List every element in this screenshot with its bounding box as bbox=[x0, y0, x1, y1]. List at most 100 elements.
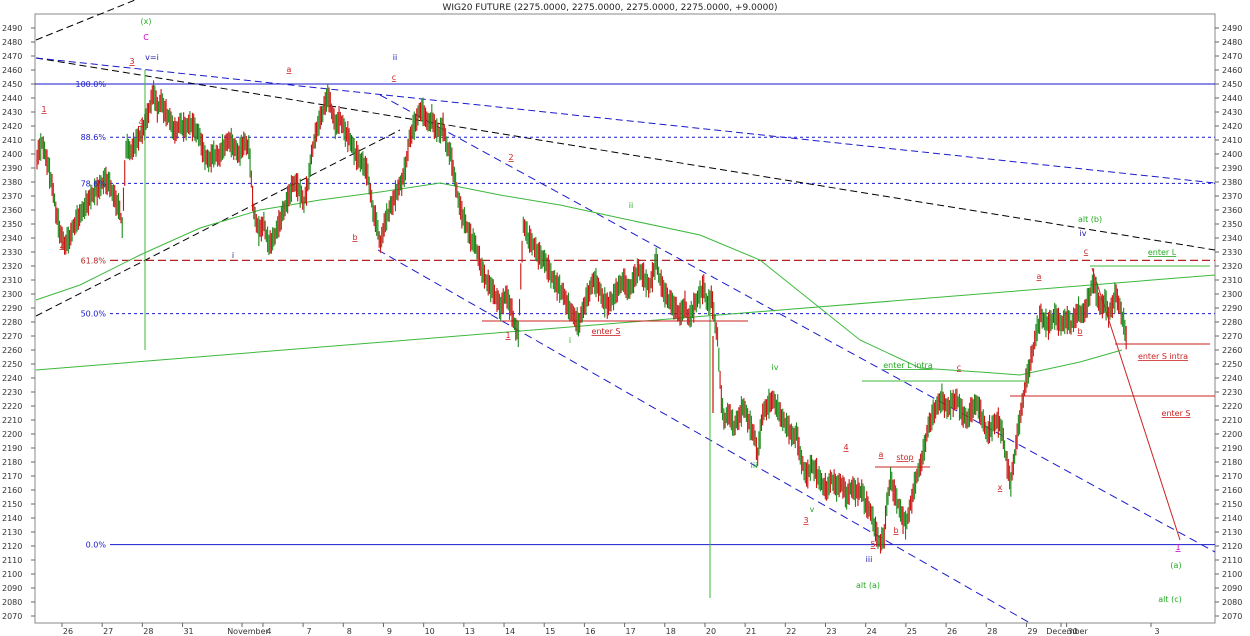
y-tick-label-left: 2080 bbox=[2, 598, 22, 607]
y-tick-label-left: 2490 bbox=[2, 24, 22, 33]
signal-label: enter L bbox=[1148, 248, 1177, 257]
fib-level-label: 50.0% bbox=[81, 310, 107, 319]
y-tick-label-right: 2320 bbox=[1222, 262, 1242, 271]
wave-label: 4 bbox=[843, 443, 848, 452]
wave-label: 1 bbox=[1175, 543, 1180, 552]
price-series-layer bbox=[36, 80, 1127, 554]
y-tick-label-left: 2280 bbox=[2, 318, 22, 327]
y-tick-label-left: 2420 bbox=[2, 122, 22, 131]
x-tick-label: 27 bbox=[103, 627, 113, 636]
y-tick-label-right: 2420 bbox=[1222, 122, 1242, 131]
y-tick-label-right: 2350 bbox=[1222, 220, 1242, 229]
annotation-layer: 100.0% 88.6% 78.6% 61.8% 50.0% 0.0% (x) Cv=i 3 4 1… bbox=[41, 17, 1190, 604]
wave-label: v bbox=[810, 505, 815, 514]
wave-label: c bbox=[957, 363, 961, 372]
y-tick-label-left: 2100 bbox=[2, 570, 22, 579]
y-tick-label-right: 2150 bbox=[1222, 500, 1242, 509]
y-tick-label-right: 2280 bbox=[1222, 318, 1242, 327]
y-tick-label-right: 2400 bbox=[1222, 150, 1242, 159]
y-tick-label-right: 2380 bbox=[1222, 178, 1242, 187]
wave-label: b bbox=[1077, 327, 1082, 336]
x-tick-label: 16 bbox=[585, 627, 595, 636]
y-tick-label-left: 2300 bbox=[2, 290, 22, 299]
wave-label: iv bbox=[1080, 229, 1087, 238]
y-tick-label-right: 2250 bbox=[1222, 360, 1242, 369]
x-tick-label: 13 bbox=[465, 627, 475, 636]
x-tick-label: 10 bbox=[425, 627, 435, 636]
y-tick-label-right: 2490 bbox=[1222, 24, 1242, 33]
fib-level-label: 88.6% bbox=[81, 133, 107, 142]
x-tick-label: 22 bbox=[786, 627, 796, 636]
signal-label: enter L intra bbox=[883, 361, 933, 370]
y-tick-label-right: 2210 bbox=[1222, 416, 1242, 425]
y-tick-label-right: 2190 bbox=[1222, 444, 1242, 453]
y-tick-label-left: 2150 bbox=[2, 500, 22, 509]
trend-line bbox=[1091, 267, 1181, 541]
y-tick-label-left: 2220 bbox=[2, 402, 22, 411]
y-tick-label-right: 2130 bbox=[1222, 528, 1242, 537]
y-tick-label-left: 2340 bbox=[2, 234, 22, 243]
y-tick-label-left: 2130 bbox=[2, 528, 22, 537]
wave-label: 3 bbox=[803, 516, 808, 525]
y-tick-label-left: 2440 bbox=[2, 94, 22, 103]
y-tick-label-left: 2430 bbox=[2, 108, 22, 117]
y-tick-label-left: 2230 bbox=[2, 388, 22, 397]
y-tick-label-right: 2120 bbox=[1222, 542, 1242, 551]
fib-level-label: 100.0% bbox=[75, 80, 106, 89]
y-tick-label-left: 2480 bbox=[2, 38, 22, 47]
y-tick-label-right: 2410 bbox=[1222, 136, 1242, 145]
y-tick-label-right: 2180 bbox=[1222, 458, 1242, 467]
wave-label: b bbox=[352, 233, 357, 242]
y-tick-label-right: 2430 bbox=[1222, 108, 1242, 117]
trend-line bbox=[377, 249, 1031, 624]
fib-level-label: 0.0% bbox=[86, 541, 107, 550]
wave-label: 2 bbox=[59, 241, 64, 250]
wave-label: C bbox=[143, 33, 149, 42]
x-tick-label: 7 bbox=[307, 627, 312, 636]
x-tick-label: 15 bbox=[545, 627, 555, 636]
y-tick-label-left: 2140 bbox=[2, 514, 22, 523]
x-tick-label: November bbox=[227, 627, 269, 636]
y-tick-label-left: 2170 bbox=[2, 472, 22, 481]
x-tick-label: 18 bbox=[666, 627, 676, 636]
x-tick-label: 8 bbox=[347, 627, 352, 636]
wave-label: c bbox=[392, 73, 396, 82]
x-tick-label: 4 bbox=[266, 627, 271, 636]
x-tick-label: 23 bbox=[826, 627, 836, 636]
y-tick-label-left: 2260 bbox=[2, 346, 22, 355]
x-tick-label: 20 bbox=[706, 627, 716, 636]
signal-label: enter S intra bbox=[1138, 352, 1188, 361]
y-tick-label-left: 2090 bbox=[2, 584, 22, 593]
x-tick-label: 24 bbox=[867, 627, 877, 636]
y-tick-label-right: 2140 bbox=[1222, 514, 1242, 523]
wave-label: 5 bbox=[870, 540, 875, 549]
y-tick-label-left: 2180 bbox=[2, 458, 22, 467]
x-tick-label: 30 bbox=[1068, 627, 1078, 636]
trend-line bbox=[35, 274, 1216, 371]
y-tick-label-left: 2160 bbox=[2, 486, 22, 495]
fib-level-label: 61.8% bbox=[81, 256, 107, 265]
y-tick-label-left: 2370 bbox=[2, 192, 22, 201]
x-tick-label: December bbox=[1046, 627, 1088, 636]
x-tick-label: 3 bbox=[1154, 627, 1159, 636]
y-tick-label-left: 2250 bbox=[2, 360, 22, 369]
y-tick-label-left: 2350 bbox=[2, 220, 22, 229]
y-tick-label-right: 2110 bbox=[1222, 556, 1242, 565]
y-tick-label-right: 2260 bbox=[1222, 346, 1242, 355]
y-tick-label-left: 2210 bbox=[2, 416, 22, 425]
wave-label: 3 bbox=[129, 57, 134, 66]
wave-label: v=i bbox=[145, 53, 159, 62]
y-tick-label-left: 2120 bbox=[2, 542, 22, 551]
y-tick-label-right: 2310 bbox=[1222, 276, 1242, 285]
wave-label: ii bbox=[393, 53, 397, 62]
y-tick-label-left: 2310 bbox=[2, 276, 22, 285]
x-tick-label: 25 bbox=[907, 627, 917, 636]
y-tick-label-right: 2270 bbox=[1222, 332, 1242, 341]
y-tick-label-left: 2470 bbox=[2, 52, 22, 61]
wave-label: a bbox=[879, 450, 884, 459]
y-tick-label-right: 2100 bbox=[1222, 570, 1242, 579]
wave-label: (a) bbox=[1170, 561, 1181, 570]
y-tick-label-right: 2290 bbox=[1222, 304, 1242, 313]
wave-label: iv bbox=[772, 363, 779, 372]
